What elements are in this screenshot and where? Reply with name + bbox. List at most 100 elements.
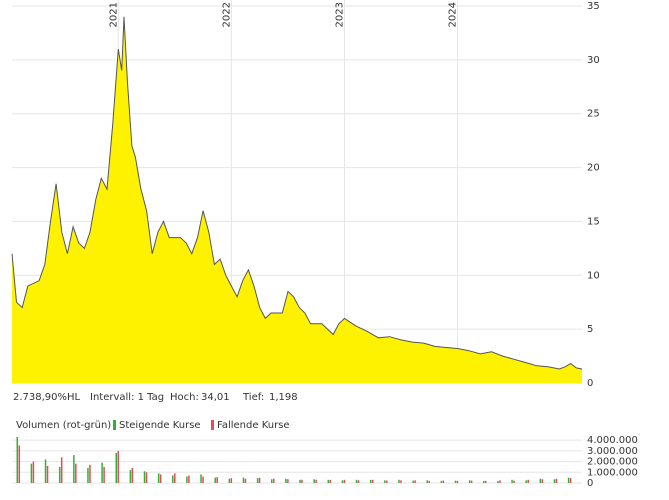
volume-bar	[172, 475, 174, 483]
volume-bar	[497, 481, 499, 483]
y-tick-label: 30	[587, 55, 600, 66]
volume-bar	[200, 474, 202, 483]
y-tick-label: 35	[587, 1, 600, 12]
info-interval: Intervall: 1 Tag	[90, 392, 164, 403]
volume-bar	[60, 457, 63, 483]
volume-bar	[371, 479, 374, 483]
volume-bar	[44, 459, 47, 483]
volume-bar	[285, 478, 287, 483]
volume-bar	[541, 479, 544, 483]
y-tick-label: 20	[587, 163, 600, 174]
volume-bar	[384, 480, 386, 483]
legend-swatch	[113, 420, 116, 430]
volume-bar	[202, 476, 204, 483]
volume-bar	[159, 474, 162, 483]
volume-bar	[315, 479, 317, 483]
volume-bar	[341, 480, 344, 483]
volume-bar	[400, 480, 402, 483]
x-tick-label: 2023	[335, 2, 346, 27]
volume-bar	[525, 480, 527, 483]
volume-bar	[412, 480, 414, 483]
price-area	[12, 16, 582, 384]
volume-bar	[329, 480, 332, 483]
volume-bar	[258, 477, 261, 483]
volume-bar	[216, 477, 218, 483]
volume-bar	[553, 479, 556, 483]
volume-bar	[398, 479, 400, 483]
volume-bar	[299, 479, 301, 483]
legend-label: Fallende Kurse	[217, 420, 290, 431]
volume-bar	[18, 445, 21, 483]
volume-bar	[511, 479, 513, 483]
volume-bar	[386, 480, 388, 483]
y-tick-label: 1.000.000	[587, 467, 638, 478]
volume-bar	[188, 475, 190, 483]
y-tick-label: 5	[587, 324, 593, 335]
info-range: 2.738,90%HL	[13, 392, 81, 403]
x-tick-label: 2024	[448, 2, 459, 27]
volume-bar	[256, 478, 259, 483]
volume-bar	[115, 453, 117, 483]
volume-bar	[228, 478, 231, 483]
legend-label: Steigende Kurse	[119, 420, 201, 431]
y-tick-label: 15	[587, 216, 600, 227]
volume-bar	[454, 480, 457, 483]
volume-bar	[103, 466, 105, 483]
info-high-label: Hoch:	[170, 392, 199, 403]
volume-bar	[73, 455, 75, 483]
volume-bar	[145, 472, 148, 483]
volume-bar	[129, 470, 132, 483]
volume-bar	[414, 480, 416, 483]
volume-bar	[426, 480, 428, 483]
volume-bar	[483, 480, 485, 483]
volume-bar	[174, 473, 176, 483]
volume-bar	[272, 478, 275, 483]
volume-bar	[357, 480, 360, 483]
volume-bar	[567, 477, 570, 483]
y-tick-label: 3.000.000	[587, 446, 638, 457]
volume-bar	[343, 479, 346, 483]
y-tick-label: 10	[587, 270, 600, 281]
volume-bar	[117, 450, 119, 483]
volume-bar	[186, 476, 188, 483]
volume-bar	[230, 478, 233, 483]
volume-bar	[456, 480, 459, 483]
volume-bar	[32, 461, 35, 483]
y-tick-label: 2.000.000	[587, 457, 638, 468]
volume-bar	[46, 465, 49, 483]
volume-bar	[270, 479, 273, 483]
legend-swatch	[211, 420, 214, 430]
volume-bar	[428, 480, 430, 483]
volume-bar	[513, 480, 515, 483]
y-tick-label: 4.000.000	[587, 435, 638, 446]
volume-title: Volumen (rot-grün)	[16, 420, 111, 431]
volume-bar	[75, 463, 77, 483]
volume-bar	[89, 464, 91, 483]
volume-bar	[58, 466, 61, 483]
volume-bar	[30, 463, 33, 483]
volume-bar	[369, 480, 372, 483]
volume-bar	[143, 471, 146, 483]
volume-bar	[499, 480, 501, 483]
volume-bar	[287, 479, 289, 483]
y-tick-label: 0	[587, 378, 593, 389]
price-line	[11, 16, 583, 370]
volume-bar	[157, 473, 160, 483]
volume-bar	[131, 468, 134, 483]
volume-bar	[313, 479, 315, 483]
x-tick-label: 2021	[108, 2, 119, 27]
volume-bar	[569, 478, 572, 483]
volume-bar	[301, 479, 303, 483]
y-tick-label: 25	[587, 109, 600, 120]
volume-bar	[468, 480, 471, 483]
volume-bar	[355, 479, 358, 483]
volume-bar	[539, 478, 542, 483]
volume-bar	[440, 480, 443, 483]
volume-bar	[527, 479, 529, 483]
volume-bar	[470, 480, 473, 483]
volume-bar	[16, 436, 19, 483]
info-low-label: Tief:	[242, 392, 264, 403]
info-low: 1,198	[269, 392, 298, 403]
volume-bar	[101, 462, 103, 483]
